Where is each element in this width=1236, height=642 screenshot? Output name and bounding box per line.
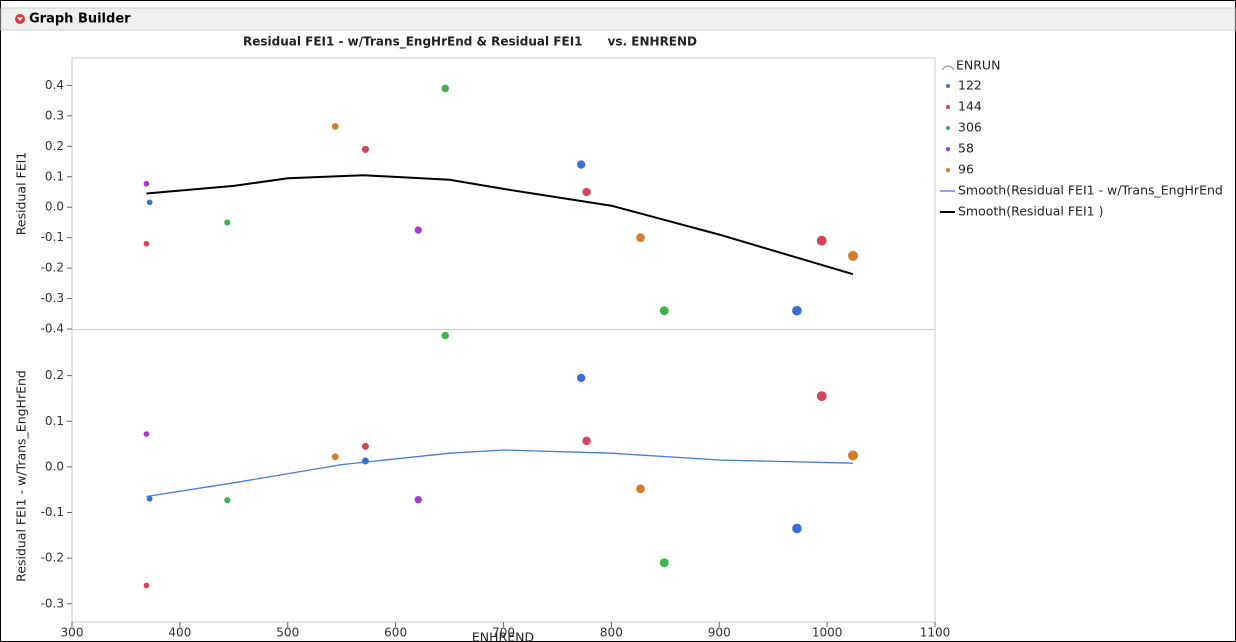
data-point xyxy=(143,582,150,589)
y-tick-label: 0.4 xyxy=(45,78,64,92)
x-tick-label: 500 xyxy=(276,626,299,640)
y-tick-label: -0.3 xyxy=(41,596,64,610)
legend-label: 122 xyxy=(958,78,982,93)
x-tick-label: 700 xyxy=(492,626,515,640)
legend-label: 58 xyxy=(958,141,974,156)
data-point xyxy=(659,558,669,568)
data-point xyxy=(146,495,153,502)
data-point xyxy=(143,240,150,247)
x-tick-label: 300 xyxy=(61,626,84,640)
y-tick-label: -0.1 xyxy=(41,505,64,519)
legend-label: 144 xyxy=(958,99,982,114)
data-point xyxy=(414,496,422,504)
x-tick-label: 1100 xyxy=(920,626,951,640)
data-point xyxy=(361,442,369,450)
data-point xyxy=(441,331,450,340)
legend-label: Smooth(Residual FEI1 - w/Trans_EngHrEnd xyxy=(958,183,1223,198)
y-tick-label: 0.0 xyxy=(45,200,64,214)
y-tick-label: 0.3 xyxy=(45,108,64,122)
data-point xyxy=(143,431,150,437)
y-tick-label: -0.2 xyxy=(41,261,64,275)
data-point xyxy=(361,457,369,465)
legend-marker xyxy=(946,84,950,88)
x-tick-label: 800 xyxy=(600,626,623,640)
legend-label: Smooth(Residual FEI1 ) xyxy=(958,204,1103,219)
legend-label: 306 xyxy=(958,120,982,135)
legend-marker xyxy=(946,105,950,109)
header-menu-arrow xyxy=(17,17,23,21)
smooth-line xyxy=(146,449,854,498)
legend-marker xyxy=(946,126,950,130)
y-axis-label: Residual FEI1 - w/Trans_EngHrEnd xyxy=(14,370,29,582)
data-point xyxy=(224,497,231,504)
legend-marker xyxy=(946,168,950,172)
data-point xyxy=(576,160,586,169)
legend-marker xyxy=(946,147,950,151)
data-point xyxy=(143,180,150,187)
data-point xyxy=(582,436,591,446)
x-tick-label: 900 xyxy=(708,626,731,640)
x-axis-label: ENHREND xyxy=(472,630,534,642)
chart-title: Residual FEI1 - w/Trans_EngHrEnd & Resid… xyxy=(243,35,697,50)
data-point xyxy=(636,484,645,494)
data-point xyxy=(224,219,231,226)
y-tick-label: -0.4 xyxy=(41,322,64,336)
data-point xyxy=(816,391,827,402)
data-point xyxy=(582,187,591,197)
data-point xyxy=(792,305,802,316)
y-axis-label: Residual FEI1 xyxy=(14,152,29,236)
data-point xyxy=(848,250,859,261)
data-point xyxy=(636,233,645,243)
x-tick-label: 400 xyxy=(168,626,191,640)
y-tick-label: 0.2 xyxy=(45,139,64,153)
data-point xyxy=(848,450,859,461)
header-title: Graph Builder xyxy=(29,12,131,27)
legend-label: 96 xyxy=(958,162,974,177)
data-point xyxy=(146,199,153,206)
x-tick-label: 600 xyxy=(384,626,407,640)
data-point xyxy=(576,373,586,383)
y-tick-label: -0.3 xyxy=(41,291,64,305)
y-tick-label: 0.0 xyxy=(45,459,64,473)
x-tick-label: 1000 xyxy=(812,626,843,640)
y-tick-label: 0.1 xyxy=(45,169,64,183)
data-point xyxy=(659,306,669,316)
data-point xyxy=(792,523,802,534)
data-point xyxy=(331,123,339,130)
data-point xyxy=(816,235,827,246)
data-point xyxy=(441,84,450,93)
y-tick-label: 0.1 xyxy=(45,414,64,428)
data-point xyxy=(414,226,422,234)
smooth-line xyxy=(146,174,854,276)
legend-title: ENRUN xyxy=(956,58,1000,73)
data-point xyxy=(361,145,369,153)
header-bar xyxy=(0,7,1236,31)
y-tick-label: -0.1 xyxy=(41,230,64,244)
legend-icon xyxy=(941,65,955,71)
data-point xyxy=(331,453,339,461)
y-tick-label: 0.2 xyxy=(45,368,64,382)
y-tick-label: -0.2 xyxy=(41,551,64,565)
